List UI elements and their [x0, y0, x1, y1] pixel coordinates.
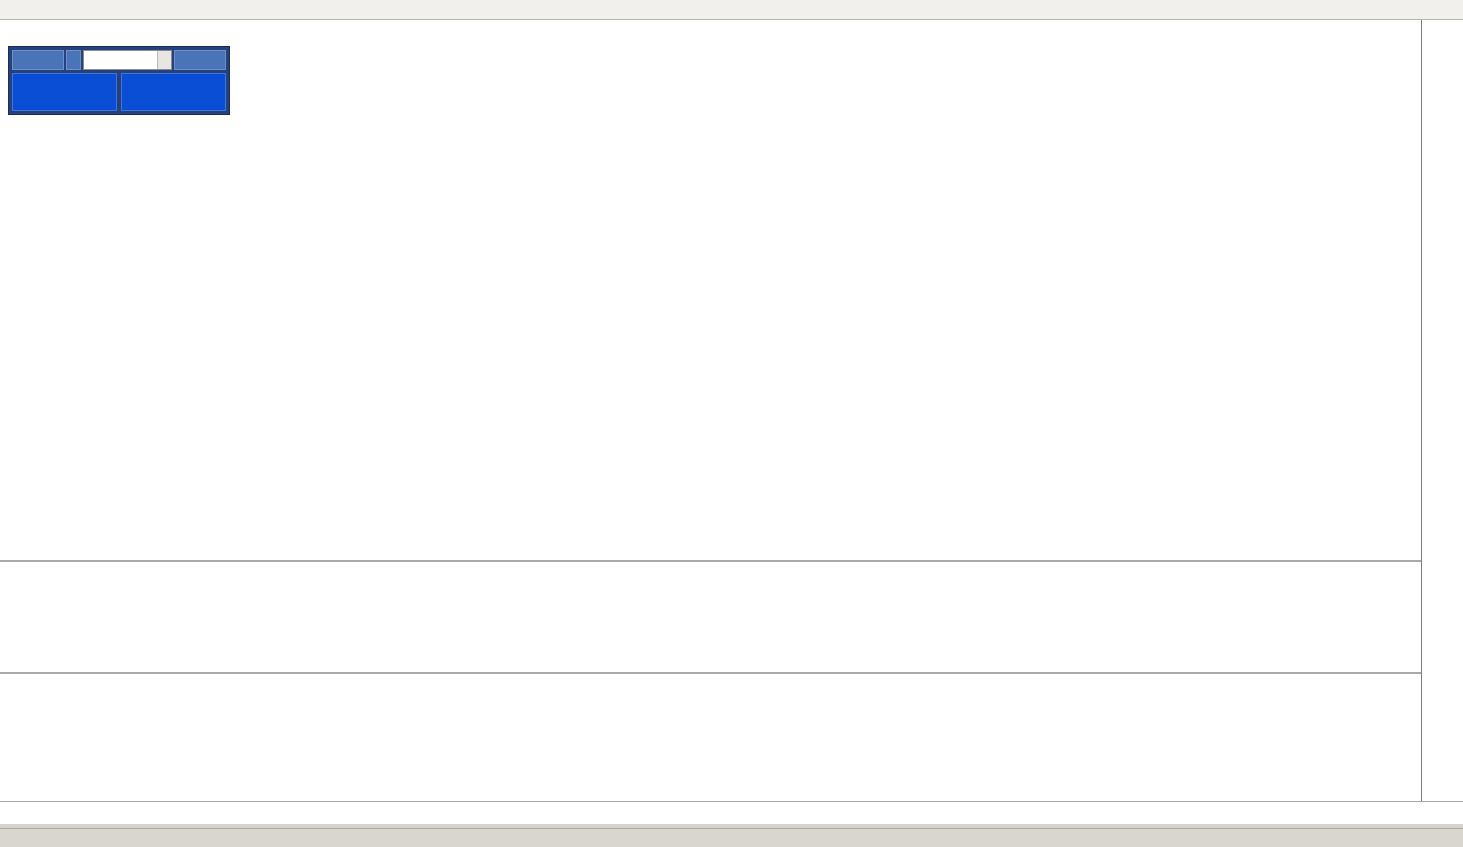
volume-field	[83, 50, 172, 70]
volume-down-button[interactable]	[158, 60, 171, 69]
volume-input[interactable]	[84, 51, 157, 69]
chart-tab-bar	[0, 828, 1463, 847]
pane-separator[interactable]	[0, 672, 1463, 674]
sell-button[interactable]	[12, 50, 64, 70]
macd-svg	[0, 562, 1421, 672]
buy-price-button[interactable]	[121, 73, 226, 111]
time-axis-separator	[0, 801, 1463, 802]
volume-spinner	[157, 51, 171, 69]
chart-window	[0, 20, 1463, 824]
pane-separator[interactable]	[0, 560, 1463, 562]
price-scale[interactable]	[1421, 20, 1463, 801]
plot-column	[0, 20, 1421, 824]
buy-button[interactable]	[174, 50, 226, 70]
sell-price-button[interactable]	[12, 73, 117, 111]
volume-up-button[interactable]	[158, 51, 171, 60]
chart-ohlc-header	[6, 24, 36, 35]
price-chart[interactable]	[0, 20, 1421, 560]
time-axis[interactable]	[0, 802, 1421, 824]
macd-label	[6, 565, 24, 576]
rsi-label	[6, 677, 18, 688]
rsi-svg	[0, 674, 1421, 802]
rsi-pane[interactable]	[0, 674, 1421, 802]
one-click-trading-panel	[8, 46, 230, 115]
trade-options-dropdown[interactable]	[66, 50, 81, 70]
tab-scrollbar-strip	[0, 824, 1463, 828]
timeframe-toolbar	[0, 0, 1463, 20]
macd-pane[interactable]	[0, 562, 1421, 672]
